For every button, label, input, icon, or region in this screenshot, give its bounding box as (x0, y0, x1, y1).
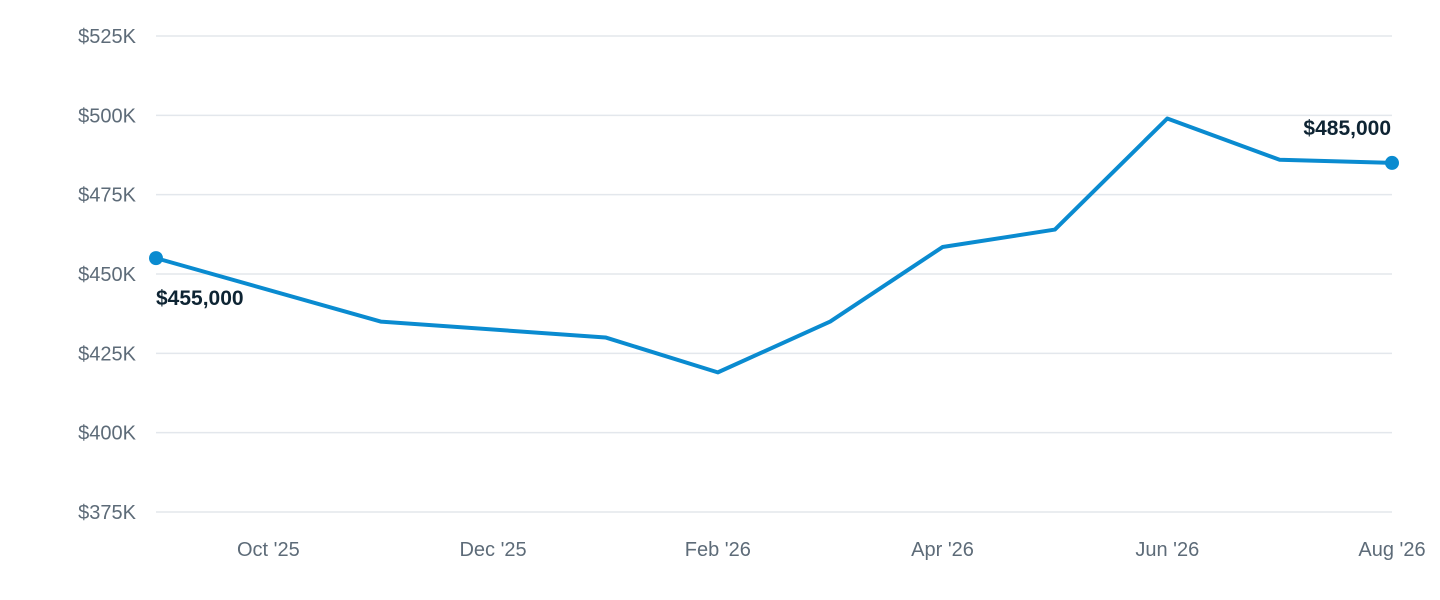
y-tick-label: $475K (78, 185, 136, 207)
x-tick-label: Apr '26 (911, 539, 974, 561)
y-tick-label: $450K (78, 264, 136, 286)
y-tick-label: $375K (78, 502, 136, 524)
value-callout-label: $485,000 (1303, 117, 1391, 140)
x-tick-label: Aug '26 (1358, 539, 1425, 561)
series-layer (154, 116, 1394, 375)
x-tick-label: Oct '25 (237, 539, 300, 561)
annotation-layer: $455,000 $485,000 (149, 117, 1399, 310)
y-tick-label: $400K (78, 423, 136, 445)
x-tick-label: Dec '25 (459, 539, 526, 561)
y-axis-labels: $375K $400K $425K $450K $475K $500K $525K (78, 26, 136, 524)
x-tick-label: Jun '26 (1135, 539, 1199, 561)
y-tick-label: $500K (78, 105, 136, 127)
grid-layer (156, 35, 1392, 513)
x-axis-labels: Oct '25 Dec '25 Feb '26 Apr '26 Jun '26 Aug '… (237, 539, 1426, 561)
value-callout-label: $455,000 (156, 287, 244, 310)
y-tick-label: $425K (78, 343, 136, 365)
endpoint-marker (149, 251, 163, 266)
endpoint-marker (1385, 155, 1399, 170)
y-tick-label: $525K (78, 26, 136, 48)
x-tick-label: Feb '26 (685, 539, 751, 561)
series-line (154, 116, 1394, 375)
